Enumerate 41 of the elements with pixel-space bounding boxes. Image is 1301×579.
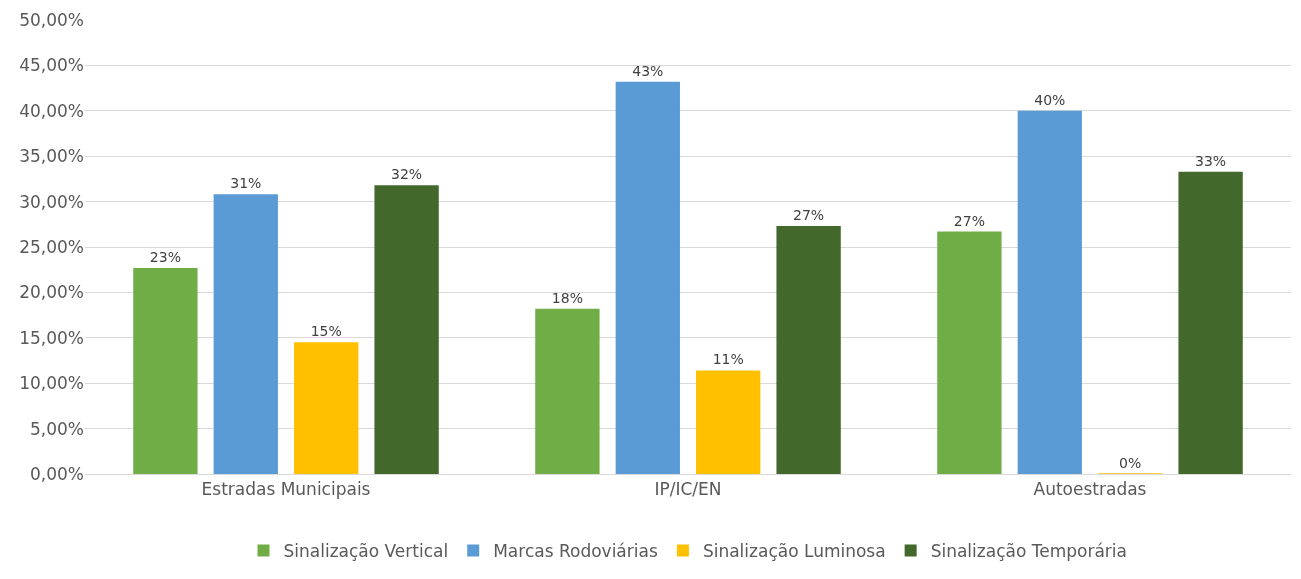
y-tick-label: 30,00% bbox=[19, 191, 84, 212]
y-tick-label: 5,00% bbox=[29, 418, 84, 439]
legend-label: Sinalização Luminosa bbox=[702, 541, 886, 562]
bar bbox=[133, 267, 198, 474]
y-tick-label: 0,00% bbox=[29, 463, 84, 484]
y-tick-label: 50,00% bbox=[19, 9, 84, 30]
y-tick-label: 15,00% bbox=[19, 327, 84, 348]
data-label: 27% bbox=[793, 207, 825, 224]
y-tick-label: 10,00% bbox=[19, 373, 84, 394]
legend-label: Marcas Rodoviárias bbox=[493, 541, 658, 562]
data-label: 31% bbox=[230, 175, 262, 192]
bar bbox=[937, 231, 1002, 474]
x-tick-label: IP/IC/EN bbox=[654, 479, 722, 500]
bar bbox=[294, 342, 359, 474]
bar bbox=[1178, 171, 1243, 474]
bar bbox=[696, 370, 761, 474]
data-label: 33% bbox=[1195, 152, 1227, 169]
data-label: 43% bbox=[632, 62, 664, 79]
y-tick-label: 45,00% bbox=[19, 55, 84, 76]
y-tick-label: 35,00% bbox=[19, 146, 84, 167]
bar bbox=[374, 185, 439, 474]
x-tick-label: Estradas Municipais bbox=[201, 479, 371, 500]
data-label: 23% bbox=[149, 248, 181, 265]
data-label: 18% bbox=[551, 289, 583, 306]
data-label: 11% bbox=[712, 351, 744, 368]
y-tick-label: 25,00% bbox=[19, 236, 84, 257]
y-tick-label: 40,00% bbox=[19, 100, 84, 121]
legend-label: Sinalização Vertical bbox=[283, 541, 449, 562]
bar bbox=[615, 81, 680, 474]
bar bbox=[213, 194, 278, 474]
bar bbox=[1017, 110, 1082, 474]
data-label: 32% bbox=[391, 166, 423, 183]
data-label: 0% bbox=[1119, 455, 1142, 471]
x-tick-label: Autoestradas bbox=[1033, 479, 1147, 500]
data-label: 27% bbox=[953, 212, 985, 229]
y-tick-label: 20,00% bbox=[19, 282, 84, 303]
legend-label: Sinalização Temporária bbox=[930, 541, 1127, 562]
bar bbox=[776, 226, 841, 474]
data-label: 40% bbox=[1034, 91, 1066, 108]
bar bbox=[535, 308, 600, 474]
data-label: 15% bbox=[310, 323, 342, 340]
